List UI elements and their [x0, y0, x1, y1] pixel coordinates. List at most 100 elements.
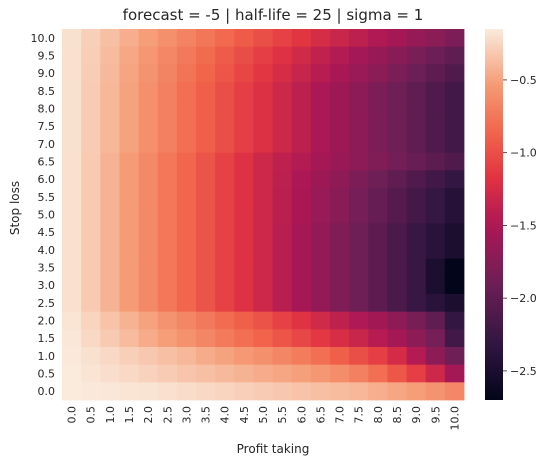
- heatmap-cell: [176, 241, 197, 260]
- heatmap-cell: [138, 258, 159, 277]
- heatmap-cell: [253, 64, 273, 83]
- heatmap-cell: [291, 117, 312, 136]
- heatmap-cell: [310, 258, 331, 277]
- heatmap-cell: [234, 294, 254, 313]
- heatmap-cell: [330, 99, 350, 118]
- heatmap-cell: [387, 364, 407, 383]
- heatmap-cell: [234, 46, 254, 65]
- heatmap-cell: [349, 241, 369, 260]
- heatmap-cell: [253, 135, 273, 154]
- heatmap-cell: [368, 382, 388, 401]
- heatmap-cell: [368, 258, 388, 277]
- heatmap-cell: [100, 382, 120, 401]
- heatmap-cell: [234, 382, 254, 401]
- heatmap-cell: [387, 64, 407, 83]
- heatmap-cell: [330, 170, 350, 189]
- heatmap-cell: [349, 347, 369, 366]
- heatmap-cell: [176, 205, 197, 224]
- heatmap-cell: [62, 276, 82, 295]
- heatmap-cell: [425, 117, 446, 136]
- heatmap-cell: [330, 188, 350, 207]
- heatmap-cell: [444, 82, 465, 101]
- heatmap-cell: [234, 329, 254, 348]
- heatmap-cell: [119, 364, 139, 383]
- heatmap-cell: [406, 311, 427, 330]
- heatmap-cell: [196, 29, 216, 48]
- x-tick-label: 0.5: [85, 406, 98, 424]
- heatmap-cell: [196, 64, 216, 83]
- heatmap-cell: [176, 135, 197, 154]
- heatmap-cell: [100, 258, 120, 277]
- heatmap-cell: [234, 29, 254, 48]
- heatmap-cell: [138, 311, 159, 330]
- heatmap-cell: [157, 188, 178, 207]
- heatmap-cell: [387, 276, 407, 295]
- heatmap-cell: [291, 99, 312, 118]
- heatmap-cell: [138, 205, 159, 224]
- heatmap-cell: [62, 294, 82, 313]
- x-tick-label: 6.0: [295, 406, 308, 424]
- heatmap-cell: [157, 99, 178, 118]
- heatmap-cell: [196, 170, 216, 189]
- heatmap-cell: [176, 223, 197, 242]
- heatmap-cell: [444, 223, 465, 242]
- heatmap-cell: [349, 82, 369, 101]
- heatmap-cell: [100, 294, 120, 313]
- heatmap-cell: [234, 364, 254, 383]
- heatmap-cell: [291, 294, 312, 313]
- heatmap-cell: [119, 241, 139, 260]
- heatmap-cell: [330, 294, 350, 313]
- heatmap-cell: [425, 46, 446, 65]
- heatmap-cell: [81, 82, 101, 101]
- heatmap-cell: [291, 276, 312, 295]
- heatmap-cell: [157, 117, 178, 136]
- heatmap-cell: [100, 276, 120, 295]
- heatmap-cell: [272, 117, 293, 136]
- heatmap-cell: [291, 311, 312, 330]
- heatmap-cell: [215, 205, 235, 224]
- heatmap-cell: [368, 29, 388, 48]
- heatmap-cell: [387, 347, 407, 366]
- heatmap-cell: [100, 99, 120, 118]
- heatmap-cell: [368, 241, 388, 260]
- heatmap-cell: [349, 188, 369, 207]
- heatmap-cell: [253, 276, 273, 295]
- heatmap-cell: [62, 64, 82, 83]
- heatmap-cell: [196, 294, 216, 313]
- heatmap-cell: [196, 99, 216, 118]
- heatmap-cell: [100, 364, 120, 383]
- y-axis-label: Stop loss: [8, 181, 22, 235]
- heatmap-cell: [368, 311, 388, 330]
- y-tick-label: 6.0: [38, 173, 56, 186]
- heatmap-cell: [425, 329, 446, 348]
- heatmap-cell: [138, 364, 159, 383]
- heatmap-cell: [425, 311, 446, 330]
- heatmap-cell: [349, 205, 369, 224]
- heatmap-cell: [310, 64, 331, 83]
- heatmap-cell: [157, 329, 178, 348]
- heatmap-cell: [81, 294, 101, 313]
- heatmap-cell: [444, 29, 465, 48]
- heatmap-cell: [406, 46, 427, 65]
- heatmap-cell: [81, 29, 101, 48]
- heatmap-cell: [62, 311, 82, 330]
- heatmap-cell: [387, 294, 407, 313]
- x-tick-label: 7.0: [334, 406, 347, 424]
- heatmap-cell: [119, 258, 139, 277]
- heatmap-cells: [62, 29, 465, 401]
- heatmap-cell: [349, 152, 369, 171]
- heatmap-cell: [387, 99, 407, 118]
- heatmap-cell: [196, 205, 216, 224]
- heatmap-cell: [138, 276, 159, 295]
- heatmap-cell: [310, 135, 331, 154]
- heatmap-cell: [349, 364, 369, 383]
- heatmap-cell: [234, 117, 254, 136]
- heatmap-cell: [387, 205, 407, 224]
- heatmap-cell: [368, 170, 388, 189]
- heatmap-cell: [291, 29, 312, 48]
- heatmap-cell: [291, 258, 312, 277]
- heatmap-cell: [330, 364, 350, 383]
- heatmap-cell: [119, 223, 139, 242]
- heatmap-cell: [81, 364, 101, 383]
